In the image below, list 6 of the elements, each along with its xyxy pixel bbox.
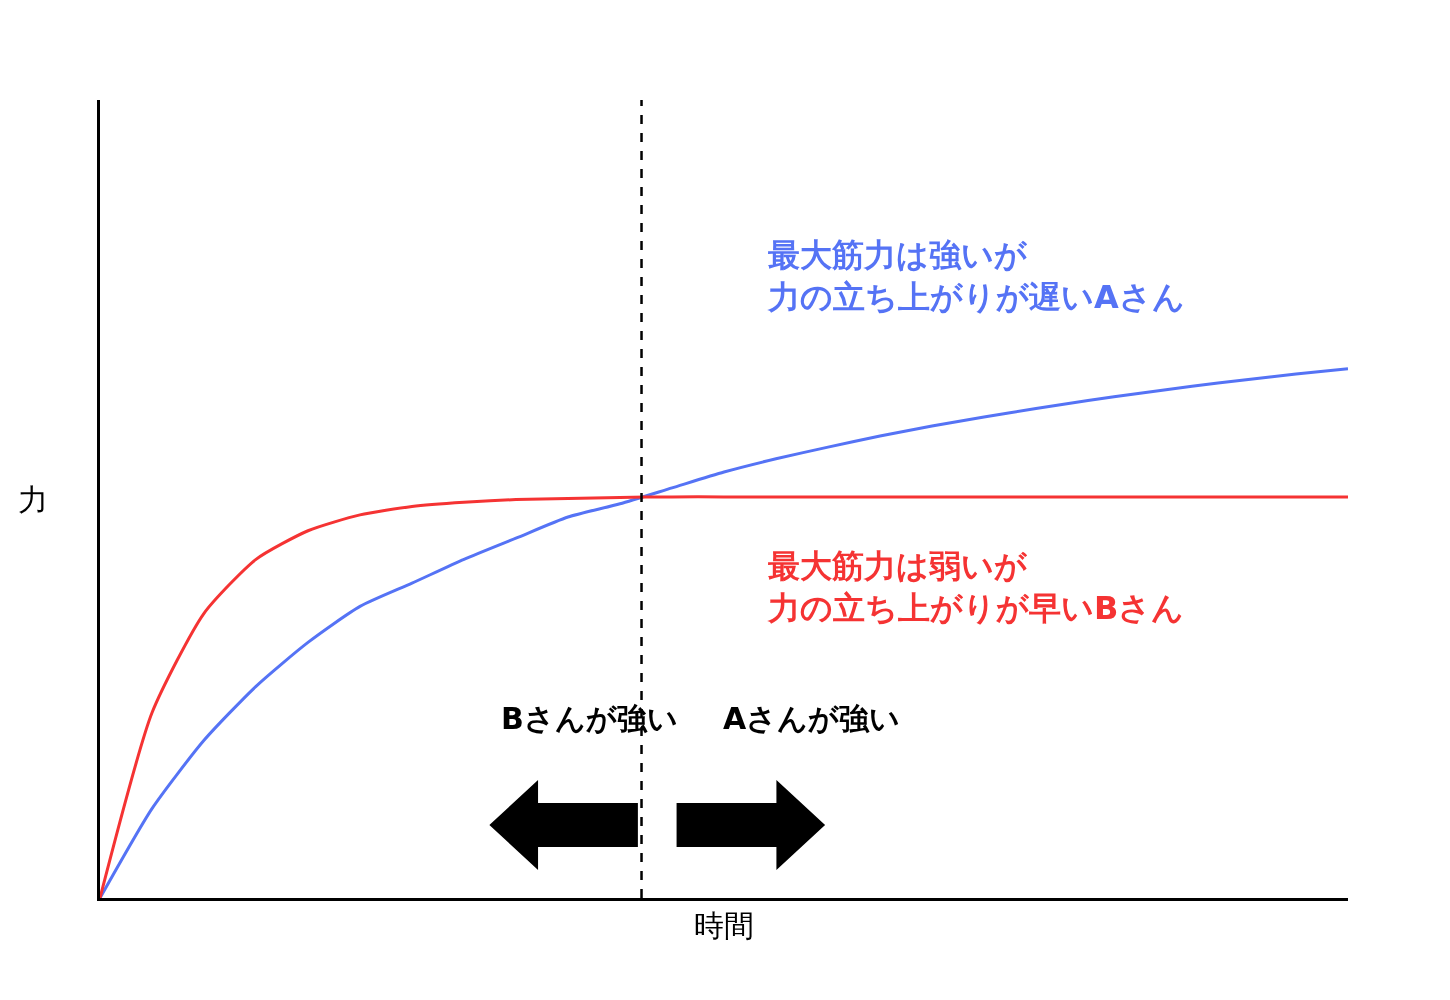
x-axis-title: 時間: [694, 907, 754, 943]
annotation: Bさんが強い: [501, 701, 678, 736]
annotation: Aさんが強い: [723, 701, 901, 736]
y-axis-title: 力: [18, 482, 48, 517]
series-label: 最大筋力は弱いが力の立ち上がりが早いBさん: [767, 547, 1185, 627]
text: 最大筋力は強いが力の立ち上がりが遅いAさん: [767, 236, 1185, 316]
